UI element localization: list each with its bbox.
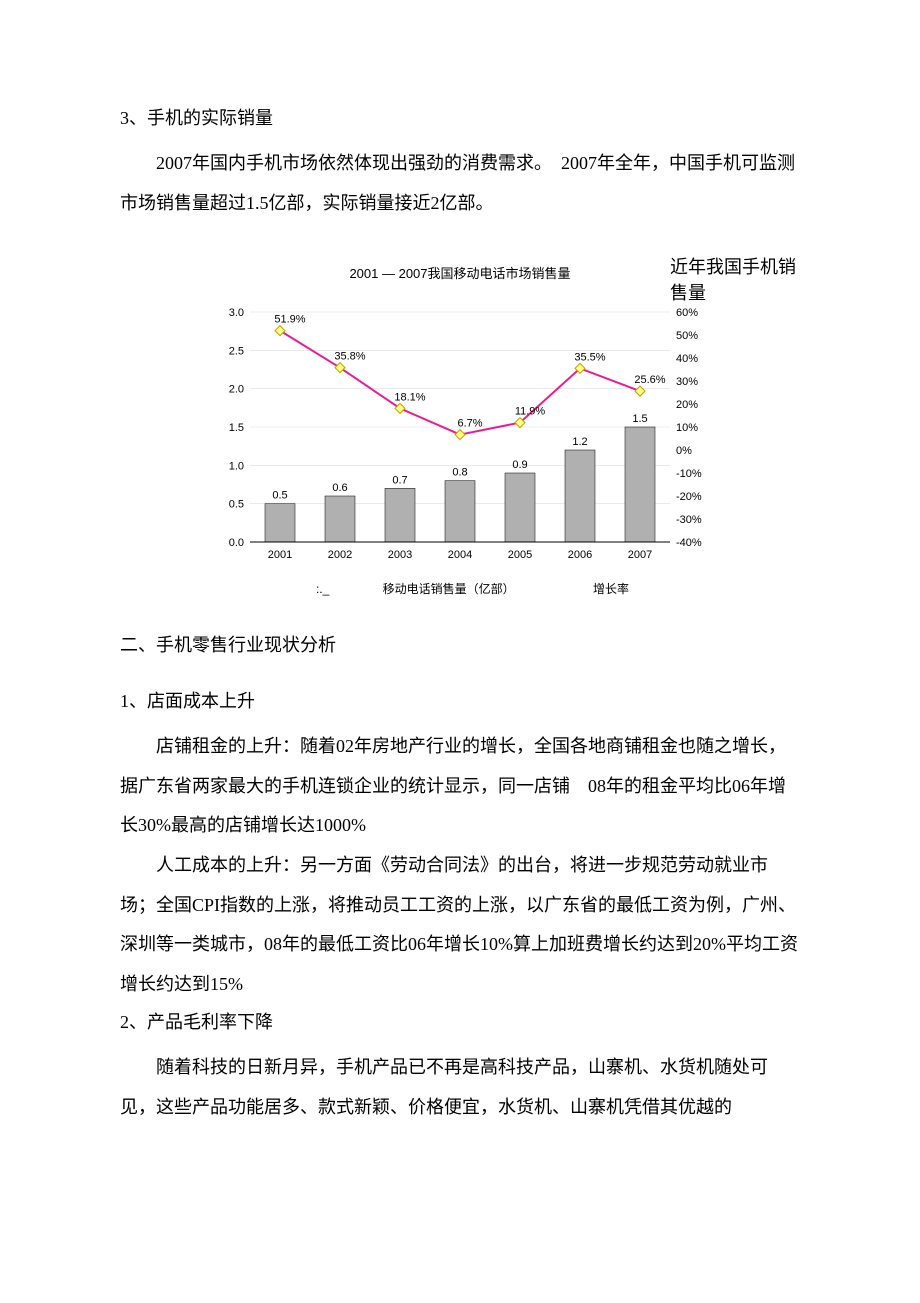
svg-text:0.6: 0.6 xyxy=(332,482,347,494)
sub1-p2: 人工成本的上升：另一方面《劳动合同法》的出台，将进一步规范劳动就业市场；全国CP… xyxy=(120,846,800,1004)
svg-text:-20%: -20% xyxy=(676,491,702,503)
svg-text:0.7: 0.7 xyxy=(392,475,407,487)
legend-bars: :._ 移动电话销售量（亿部） xyxy=(291,582,540,596)
svg-text:1.0: 1.0 xyxy=(229,461,244,473)
svg-text:3.0: 3.0 xyxy=(229,307,244,319)
section-3-heading: 3、手机的实际销量 xyxy=(120,100,800,136)
svg-text:0%: 0% xyxy=(676,445,692,457)
svg-text:18.1%: 18.1% xyxy=(394,392,425,404)
svg-text:0.0: 0.0 xyxy=(229,537,244,549)
svg-text:35.8%: 35.8% xyxy=(334,351,365,363)
svg-text:0.5: 0.5 xyxy=(229,499,244,511)
section-3-paragraph: 2007年国内手机市场依然体现出强劲的消费需求。 2007年全年，中国手机可监测… xyxy=(120,144,800,223)
svg-text:1.5: 1.5 xyxy=(632,413,647,425)
sub2-heading: 2、产品毛利率下降 xyxy=(120,1004,800,1040)
svg-text:1.2: 1.2 xyxy=(572,436,587,448)
svg-text:6.7%: 6.7% xyxy=(457,418,482,430)
svg-text:0.5: 0.5 xyxy=(272,490,287,502)
chart-legend: :._ 移动电话销售量（亿部） 增长率 xyxy=(120,580,800,597)
chart-container: 2001 — 2007我国移动电话市场销售量 近年我国手机销售量 0.00.51… xyxy=(120,263,800,597)
svg-text:1.5: 1.5 xyxy=(229,422,244,434)
sub1-p1: 店铺租金的上升：随着02年房地产行业的增长，全国各地商铺租金也随之增长，据广东省… xyxy=(120,727,800,846)
svg-text:-10%: -10% xyxy=(676,468,702,480)
svg-text:40%: 40% xyxy=(676,353,698,365)
svg-text:2.0: 2.0 xyxy=(229,384,244,396)
chart-svg: 0.0 0.5 1.0 1.5 2.0 2.5 3.0 -40% -30% -20% -10% 0% 1… xyxy=(200,292,720,572)
svg-text:35.5%: 35.5% xyxy=(574,352,605,364)
svg-text:2007: 2007 xyxy=(628,549,652,561)
svg-text:-40%: -40% xyxy=(676,537,702,549)
svg-text:2002: 2002 xyxy=(328,549,352,561)
svg-text:30%: 30% xyxy=(676,376,698,388)
svg-text:2003: 2003 xyxy=(388,549,412,561)
svg-text:51.9%: 51.9% xyxy=(274,314,305,326)
section-2-heading: 二、手机零售行业现状分析 xyxy=(120,627,800,663)
svg-text:2005: 2005 xyxy=(508,549,532,561)
svg-text:0.8: 0.8 xyxy=(452,467,467,479)
sub1-heading: 1、店面成本上升 xyxy=(120,683,800,719)
svg-text:-30%: -30% xyxy=(676,514,702,526)
sub2-p1: 随着科技的日新月异，手机产品已不再是高科技产品，山寨机、水货机随处可见，这些产品… xyxy=(120,1048,800,1127)
svg-text:60%: 60% xyxy=(676,307,698,319)
svg-text:25.6%: 25.6% xyxy=(634,374,665,386)
chart-side-label: 近年我国手机销售量 xyxy=(670,253,800,305)
svg-text:0.9: 0.9 xyxy=(512,459,527,471)
svg-text:2.5: 2.5 xyxy=(229,346,244,358)
svg-text:20%: 20% xyxy=(676,399,698,411)
svg-text:50%: 50% xyxy=(676,330,698,342)
svg-text:10%: 10% xyxy=(676,422,698,434)
svg-text:11.9%: 11.9% xyxy=(515,406,546,418)
svg-text:2001: 2001 xyxy=(268,549,292,561)
legend-line: 增长率 xyxy=(593,582,629,596)
svg-text:2006: 2006 xyxy=(568,549,592,561)
svg-text:2004: 2004 xyxy=(448,549,472,561)
